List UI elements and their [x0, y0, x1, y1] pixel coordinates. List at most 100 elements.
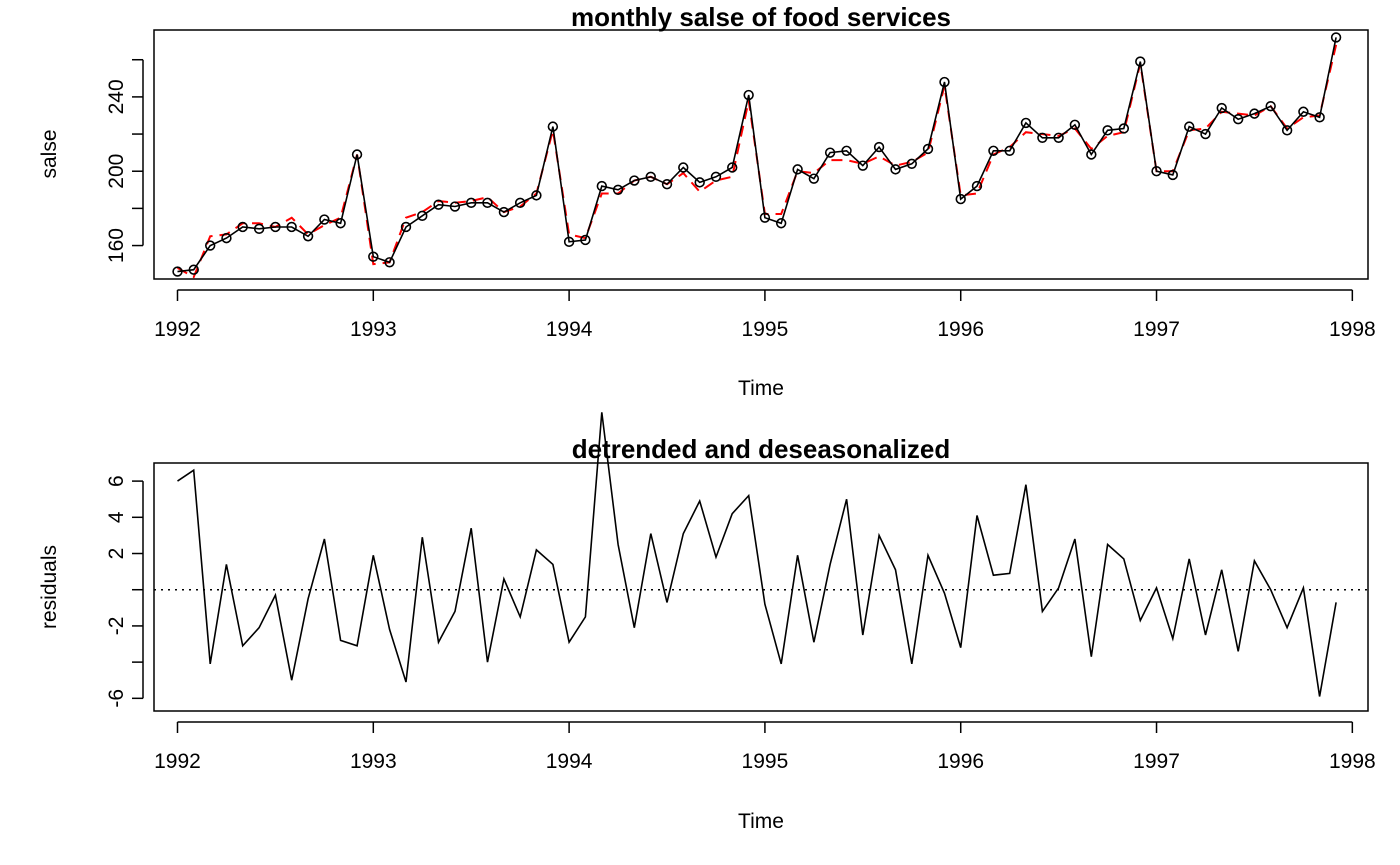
sales-data-point — [286, 221, 297, 233]
sales-data-point — [1151, 166, 1162, 177]
sales-data-point — [710, 171, 722, 182]
sales-y-tick-label: 240 — [105, 79, 128, 114]
residuals-y-tick-label: 6 — [105, 475, 128, 487]
sales-data-point — [1020, 117, 1032, 129]
sales-data-point — [384, 257, 395, 268]
sales-data-point — [1102, 125, 1113, 136]
sales-data-point — [547, 121, 559, 132]
sales-data-point — [482, 197, 493, 209]
sales-data-point — [498, 206, 510, 218]
sales-data-point — [890, 164, 901, 175]
sales-data-point — [694, 177, 705, 188]
sales-data-point — [417, 210, 428, 222]
sales-data-point — [922, 143, 934, 155]
sales-x-tick-label: 1993 — [350, 318, 397, 341]
sales-data-point — [335, 218, 346, 229]
sales-data-point — [433, 199, 444, 210]
sales-y-axis-label: salse — [38, 129, 61, 178]
residuals-x-tick-label: 1997 — [1133, 750, 1180, 773]
sales-data-point — [1298, 106, 1309, 117]
sales-data-point — [172, 266, 183, 277]
residuals-y-tick-label: 2 — [105, 548, 128, 560]
sales-x-tick-label: 1992 — [154, 318, 201, 341]
sales-y-tick-label: 160 — [105, 228, 128, 263]
residuals-x-tick-label: 1992 — [154, 750, 201, 773]
residuals-x-tick-label: 1996 — [937, 750, 984, 773]
sales-data-point — [270, 221, 281, 233]
sales-x-tick-label: 1995 — [742, 318, 789, 341]
sales-data-point — [563, 236, 575, 248]
sales-data-point — [1184, 121, 1195, 132]
sales-data-point — [596, 180, 608, 192]
sales-data-point — [188, 264, 199, 275]
sales-data-point — [857, 160, 869, 171]
sales-data-point — [939, 76, 950, 88]
sales-data-point — [906, 158, 917, 169]
sales-data-point — [1330, 32, 1342, 43]
sales-data-point — [971, 180, 983, 192]
sales-x-tick-label: 1994 — [546, 318, 593, 341]
sales-data-point — [824, 147, 836, 158]
sales-data-point — [727, 162, 738, 173]
sales-data-point — [531, 190, 542, 201]
sales-data-point — [873, 141, 885, 153]
residuals-x-tick-label: 1993 — [350, 750, 397, 773]
sales-data-point — [645, 171, 656, 182]
sales-data-point — [743, 89, 754, 101]
sales-data-point — [221, 232, 232, 244]
sales-data-point — [841, 145, 852, 156]
residuals-x-tick-label: 1994 — [546, 750, 593, 773]
sales-data-point — [1314, 112, 1325, 123]
sales-data-point — [988, 145, 999, 156]
sales-series-0-line — [177, 37, 1337, 273]
sales-data-point — [319, 214, 330, 225]
residuals-y-tick-label: 4 — [105, 511, 128, 523]
sales-y-tick-label: 200 — [105, 154, 128, 189]
sales-data-point — [1135, 56, 1146, 67]
sales-data-point — [1069, 119, 1081, 130]
sales-x-tick-label: 1997 — [1133, 318, 1180, 341]
sales-data-point — [661, 179, 673, 190]
sales-data-point — [204, 240, 216, 251]
sales-x-tick-label: 1996 — [937, 318, 984, 341]
sales-data-point — [759, 212, 771, 223]
sales-data-point — [1249, 108, 1260, 119]
residuals-panel: detrended and deseasonalized Time residu… — [38, 412, 1376, 833]
sales-data-point — [1053, 132, 1064, 143]
residuals-x-tick-label: 1998 — [1329, 750, 1376, 773]
sales-data-point — [1200, 128, 1211, 140]
sales-data-point — [775, 218, 787, 229]
sales-data-point — [1216, 102, 1227, 114]
sales-data-point — [1037, 132, 1048, 143]
sales-data-point — [1118, 123, 1130, 134]
residuals-series-0-line — [177, 412, 1337, 697]
sales-data-point — [678, 162, 689, 173]
sales-data-point — [351, 149, 363, 160]
sales-data-point — [580, 234, 591, 246]
sales-data-point — [1281, 125, 1293, 136]
sales-x-tick-label: 1998 — [1329, 318, 1376, 341]
residuals-x-tick-label: 1995 — [742, 750, 789, 773]
sales-data-point — [302, 231, 314, 242]
sales-data-point — [449, 201, 461, 212]
sales-data-point — [955, 193, 966, 205]
sales-data-point — [368, 251, 379, 262]
residuals-y-tick-label: -6 — [105, 689, 128, 708]
residuals-chart-title: detrended and deseasonalized — [572, 434, 951, 464]
sales-data-point — [400, 221, 412, 233]
sales-data-point — [1265, 100, 1276, 112]
sales-panel: monthly salse of food services Time sals… — [38, 2, 1376, 400]
sales-data-point — [1232, 113, 1244, 125]
sales-data-point — [1086, 149, 1097, 160]
sales-data-point — [253, 223, 265, 235]
sales-data-point — [1004, 145, 1015, 156]
sales-data-point — [808, 173, 820, 184]
residuals-y-tick-label: -2 — [105, 617, 128, 636]
residuals-y-axis-label: residuals — [38, 545, 61, 629]
sales-plot-frame — [153, 29, 1369, 280]
sales-data-point — [629, 175, 640, 186]
sales-data-point — [237, 221, 248, 233]
sales-data-point — [466, 197, 477, 209]
residuals-x-axis-label: Time — [738, 810, 784, 833]
